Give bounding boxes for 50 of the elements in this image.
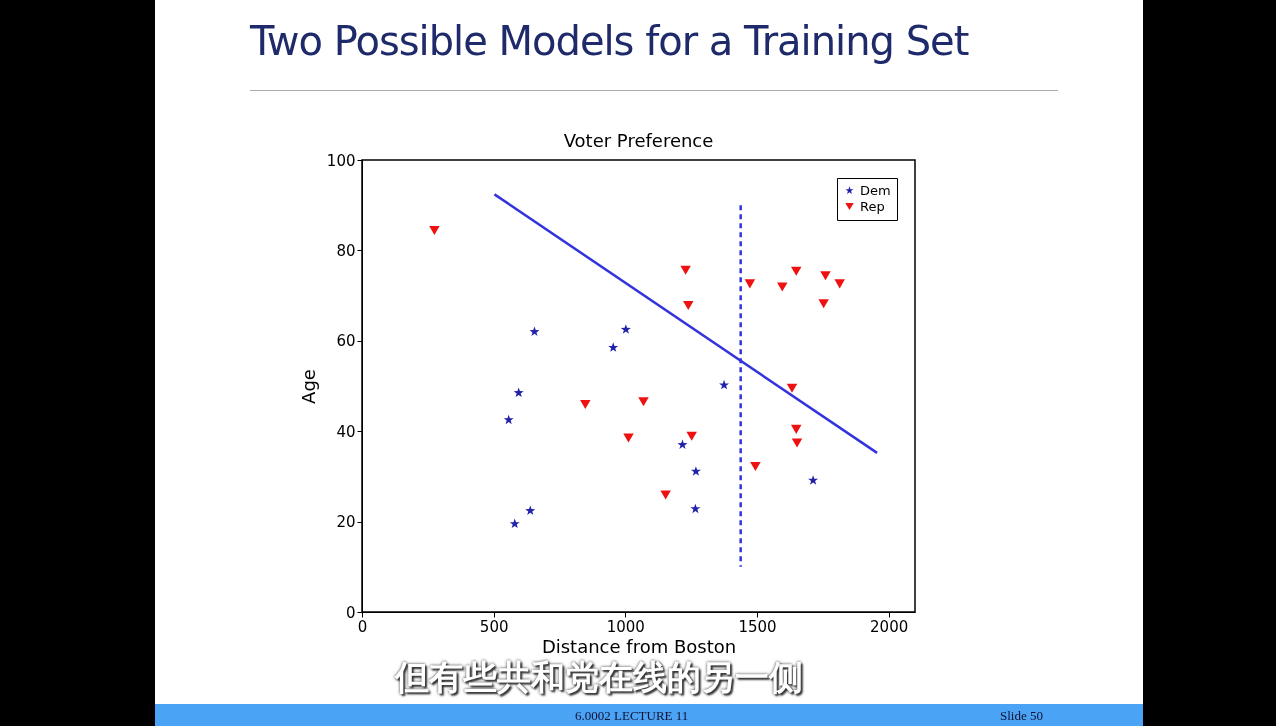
chart-subtitle: Voter Preference <box>563 130 714 151</box>
point <box>690 503 701 514</box>
point <box>509 518 520 529</box>
point <box>580 399 591 410</box>
point <box>608 342 619 352</box>
point <box>786 383 798 393</box>
point <box>680 265 691 275</box>
y-tick-label: 40 <box>336 422 356 441</box>
y-tick-label: 80 <box>336 241 356 260</box>
point <box>744 279 756 289</box>
point <box>623 433 634 443</box>
point <box>808 475 819 485</box>
point <box>660 490 671 500</box>
point <box>719 379 730 390</box>
y-tick-label: 100 <box>326 151 356 170</box>
point <box>834 279 845 289</box>
point <box>790 266 802 276</box>
point <box>525 505 536 515</box>
y-tick-label: 60 <box>336 332 356 351</box>
point <box>620 324 631 334</box>
point <box>750 461 761 471</box>
y-tick-label: 20 <box>336 513 356 532</box>
chart-title: Two Possible Models for a Training Set <box>250 18 969 64</box>
point <box>677 439 688 449</box>
text: 但有些共和党在线的另一侧 <box>395 657 803 699</box>
y-tick-label: 0 <box>345 603 356 622</box>
point <box>638 397 649 407</box>
point <box>818 299 829 309</box>
x-tick-label: 1000 <box>606 617 645 636</box>
x-tick-label: 0 <box>357 617 368 636</box>
x-axis-title: Distance from Boston <box>541 635 737 657</box>
x-tick-label: 2000 <box>870 617 909 636</box>
point <box>529 326 540 336</box>
legend-label: Rep <box>860 198 885 214</box>
point <box>777 282 788 292</box>
point <box>429 225 440 236</box>
x-tick-label: 1500 <box>738 617 777 636</box>
point <box>820 271 831 281</box>
point <box>790 424 802 434</box>
point <box>513 387 524 398</box>
point <box>686 431 697 441</box>
point <box>683 301 694 311</box>
point <box>690 466 701 476</box>
text: 6.0002 LECTURE 11 <box>575 708 689 724</box>
y-axis-title: Age <box>297 369 319 404</box>
point <box>791 438 803 448</box>
text: Slide 50 <box>1000 708 1043 724</box>
x-tick-label: 500 <box>479 617 509 636</box>
legend-label: Dem <box>860 182 891 198</box>
point <box>503 414 514 425</box>
